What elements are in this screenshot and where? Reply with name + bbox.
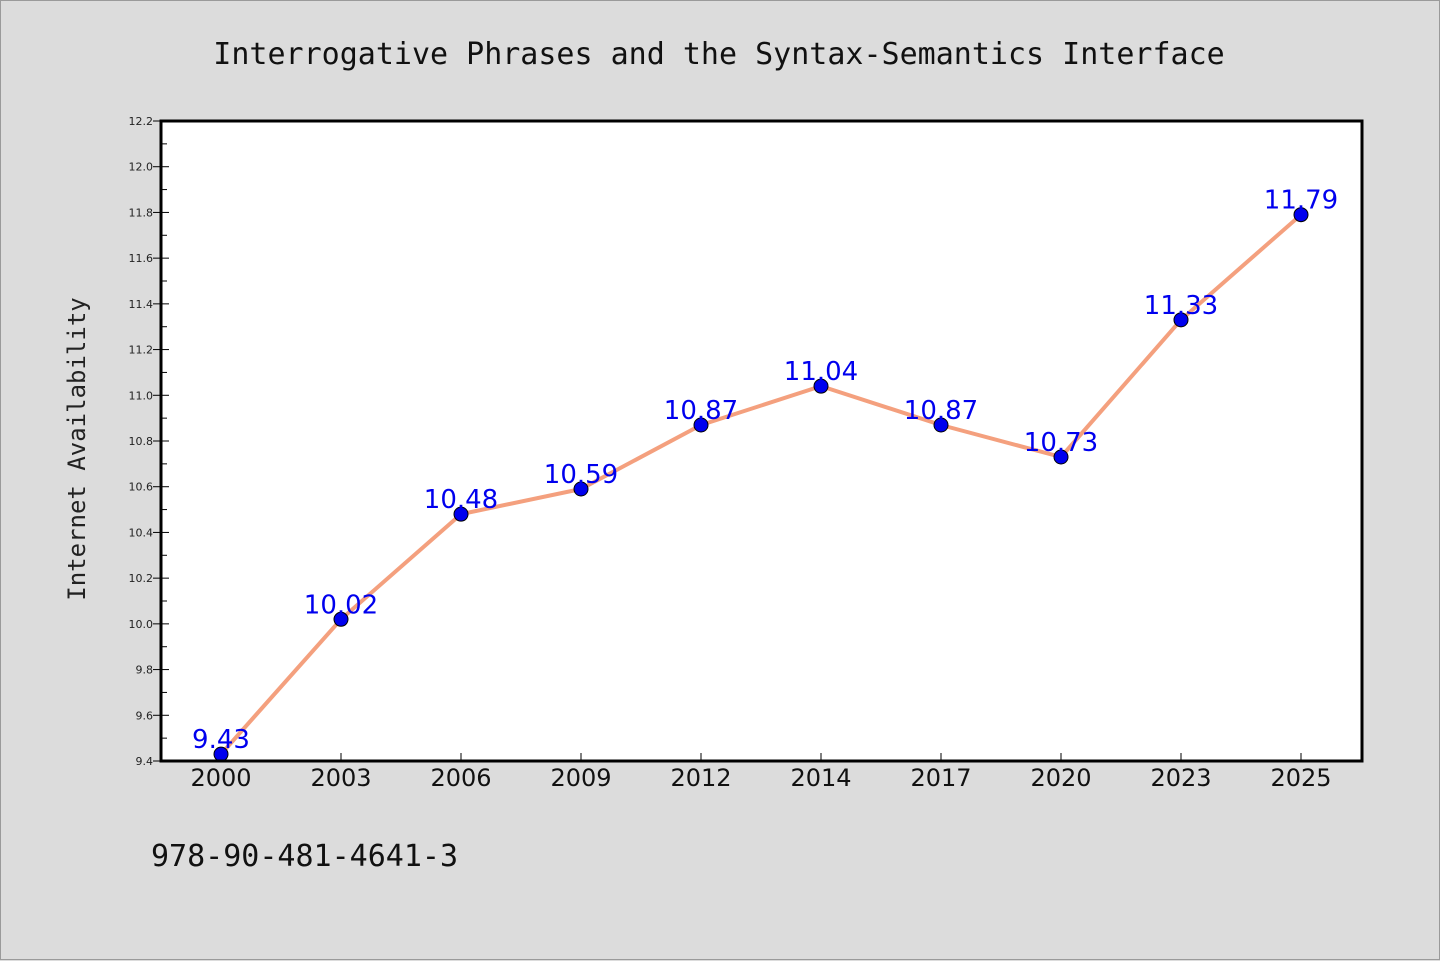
x-tick-label: 2020 xyxy=(1030,764,1091,792)
series-markers xyxy=(213,207,1309,762)
y-tick-label: 11.2 xyxy=(129,344,154,357)
isbn-label: 978-90-481-4641-3 xyxy=(151,839,458,874)
y-tick-label: 10.8 xyxy=(129,435,154,448)
data-label: 11.04 xyxy=(784,357,858,387)
series-line xyxy=(219,213,1303,756)
y-tick-labels: 9.4 9.6 9.8 10.0 10.2 10.4 10.6 10.8 11.0 11.2 11.… xyxy=(129,115,154,768)
data-labels: 9.43 10.02 10.48 10.59 10.87 11.04 10.87 10.73 1… xyxy=(192,186,1338,755)
y-tick-label: 11.8 xyxy=(129,206,154,219)
y-tick-label: 11.4 xyxy=(129,298,154,311)
x-tick-label: 2003 xyxy=(310,764,371,792)
x-tick-label: 2023 xyxy=(1150,764,1211,792)
y-tick-label: 10.6 xyxy=(129,481,154,494)
y-tick-label: 10.4 xyxy=(129,526,154,539)
data-point xyxy=(1293,207,1309,223)
y-tick-label: 9.8 xyxy=(136,664,154,677)
data-point xyxy=(573,481,589,497)
x-tick-label: 2012 xyxy=(670,764,731,792)
x-tick-label: 2014 xyxy=(790,764,851,792)
data-label: 10.02 xyxy=(304,590,378,620)
chart-title: Interrogative Phrases and the Syntax-Sem… xyxy=(213,37,1224,72)
data-label: 11.79 xyxy=(1264,186,1338,216)
data-point xyxy=(1173,312,1189,328)
data-label: 10.48 xyxy=(424,485,498,515)
data-label: 10.59 xyxy=(544,460,618,490)
y-tick-label: 9.6 xyxy=(136,709,154,722)
y-tick-label: 9.4 xyxy=(136,755,154,768)
series-line-group xyxy=(219,213,1303,756)
y-tick-label: 12.2 xyxy=(129,115,154,128)
data-point xyxy=(453,506,469,522)
x-tick-label: 2025 xyxy=(1270,764,1331,792)
x-tick-labels: 2000 2003 2006 2009 2012 2014 2017 2020 2023 2025 xyxy=(190,764,1331,792)
x-tick-label: 2006 xyxy=(430,764,491,792)
x-tick-label: 2017 xyxy=(910,764,971,792)
data-point xyxy=(693,417,709,433)
data-label: 10.73 xyxy=(1024,428,1098,458)
y-tick-label: 11.0 xyxy=(129,389,154,402)
y-tick-label: 10.0 xyxy=(129,618,154,631)
y-tick-label: 10.2 xyxy=(129,572,154,585)
data-point xyxy=(333,611,349,627)
x-tick-label: 2000 xyxy=(190,764,251,792)
y-axis-label: Internet Availability xyxy=(63,297,91,600)
y-tick-label: 11.6 xyxy=(129,252,154,265)
plot-border xyxy=(159,119,1364,763)
data-point xyxy=(1053,449,1069,465)
data-point xyxy=(933,417,949,433)
data-label: 10.87 xyxy=(664,396,738,426)
data-label: 9.43 xyxy=(192,725,250,755)
data-label: 10.87 xyxy=(904,396,978,426)
data-label: 11.33 xyxy=(1144,291,1218,321)
data-point xyxy=(813,378,829,394)
x-tick-label: 2009 xyxy=(550,764,611,792)
plot-area xyxy=(161,121,1362,761)
y-tick-label: 12.0 xyxy=(129,161,154,174)
